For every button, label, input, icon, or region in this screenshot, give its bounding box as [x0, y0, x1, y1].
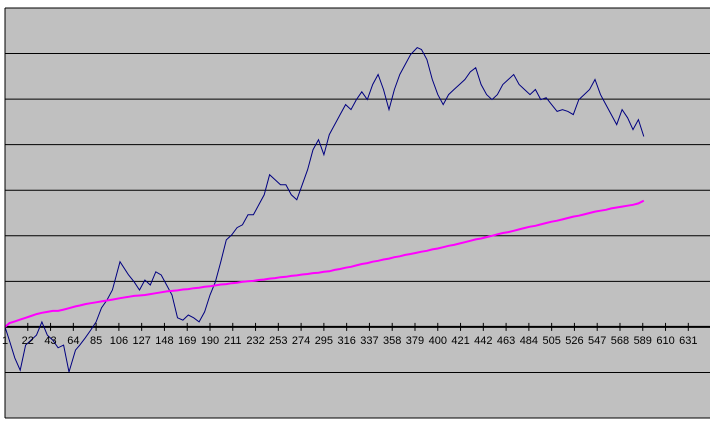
series-line: [4, 47, 645, 373]
x-tick-label: 358: [383, 335, 401, 347]
x-tick-label: 1: [2, 335, 8, 347]
x-tick-label: 568: [611, 335, 629, 347]
x-tick-label: 337: [360, 335, 378, 347]
x-tick-label: 589: [634, 335, 652, 347]
x-tick-label: 631: [679, 335, 697, 347]
plot-area: [5, 8, 710, 418]
x-tick-label: 211: [224, 335, 242, 347]
series-line: [4, 199, 645, 328]
x-tick-label: 463: [497, 335, 515, 347]
x-tick-label: 379: [406, 335, 424, 347]
x-tick-label: 547: [588, 335, 606, 347]
x-tick-label: 169: [178, 335, 196, 347]
x-tick-label: 127: [132, 335, 150, 347]
x-tick-label: 316: [337, 335, 355, 347]
x-tick-label: 190: [201, 335, 219, 347]
x-tick-label: 610: [656, 335, 674, 347]
x-tick-label: 232: [246, 335, 264, 347]
x-tick-label: 274: [292, 335, 310, 347]
x-tick-label: 484: [520, 335, 538, 347]
x-tick-label: 442: [474, 335, 492, 347]
x-tick-label: 421: [451, 335, 469, 347]
x-tick-label: 526: [565, 335, 583, 347]
x-tick-label: 106: [110, 335, 128, 347]
x-tick-label: 400: [429, 335, 447, 347]
x-tick-label: 505: [542, 335, 560, 347]
x-tick-label: 85: [90, 335, 102, 347]
x-tick-label: 64: [67, 335, 79, 347]
x-tick-label: 148: [155, 335, 173, 347]
x-tick-label: 22: [22, 335, 34, 347]
x-tick-label: 253: [269, 335, 287, 347]
x-tick-label: 295: [315, 335, 333, 347]
x-tick-label: 43: [44, 335, 56, 347]
